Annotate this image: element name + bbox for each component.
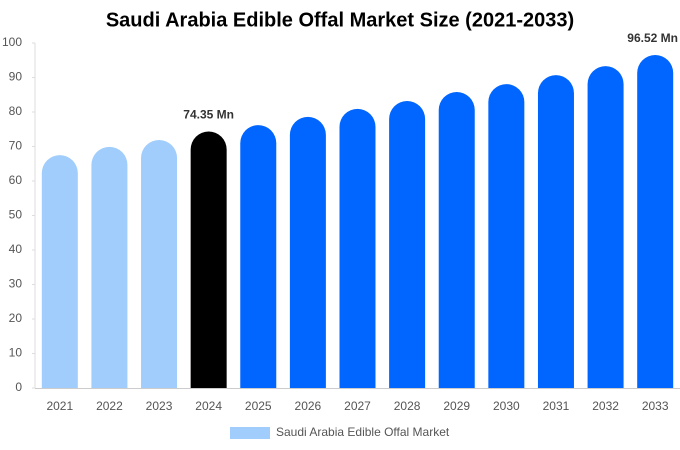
x-tick-label: 2033 (642, 399, 669, 413)
bar (637, 55, 674, 389)
bar (41, 155, 78, 388)
y-tick-label: 100 (2, 35, 22, 49)
chart-title: Saudi Arabia Edible Offal Market Size (2… (106, 9, 574, 31)
y-tick-label: 10 (9, 346, 23, 360)
bar (190, 131, 227, 388)
x-tick-label: 2027 (344, 399, 371, 413)
value-label: 96.52 Mn (627, 31, 678, 45)
y-tick-label: 0 (15, 380, 22, 394)
legend-label: Saudi Arabia Edible Offal Market (276, 425, 450, 439)
x-tick-label: 2024 (195, 399, 222, 413)
bar (289, 116, 326, 388)
x-tick-label: 2031 (543, 399, 570, 413)
bar (438, 91, 475, 389)
bar (240, 125, 277, 389)
bar (537, 75, 574, 388)
bar (587, 66, 624, 389)
x-tick-label: 2032 (592, 399, 619, 413)
bar (389, 100, 426, 388)
y-tick-label: 90 (9, 70, 23, 84)
x-tick-label: 2029 (443, 399, 470, 413)
bar (339, 108, 376, 389)
y-tick-label: 80 (9, 104, 23, 118)
x-tick-label: 2023 (146, 399, 173, 413)
y-tick-label: 30 (9, 277, 23, 291)
bar (141, 139, 178, 388)
x-tick-label: 2030 (493, 399, 520, 413)
y-tick-label: 40 (9, 242, 23, 256)
value-label: 74.35 Mn (183, 108, 234, 122)
x-tick-label: 2021 (46, 399, 73, 413)
x-tick-label: 2026 (295, 399, 322, 413)
y-tick-label: 20 (9, 311, 23, 325)
y-tick-label: 60 (9, 173, 23, 187)
bar (91, 146, 128, 388)
y-tick-label: 70 (9, 139, 23, 153)
bar (488, 84, 525, 388)
y-tick-label: 50 (9, 208, 23, 222)
legend-swatch (230, 427, 270, 439)
x-tick-label: 2028 (394, 399, 421, 413)
x-tick-label: 2025 (245, 399, 272, 413)
x-tick-label: 2022 (96, 399, 123, 413)
